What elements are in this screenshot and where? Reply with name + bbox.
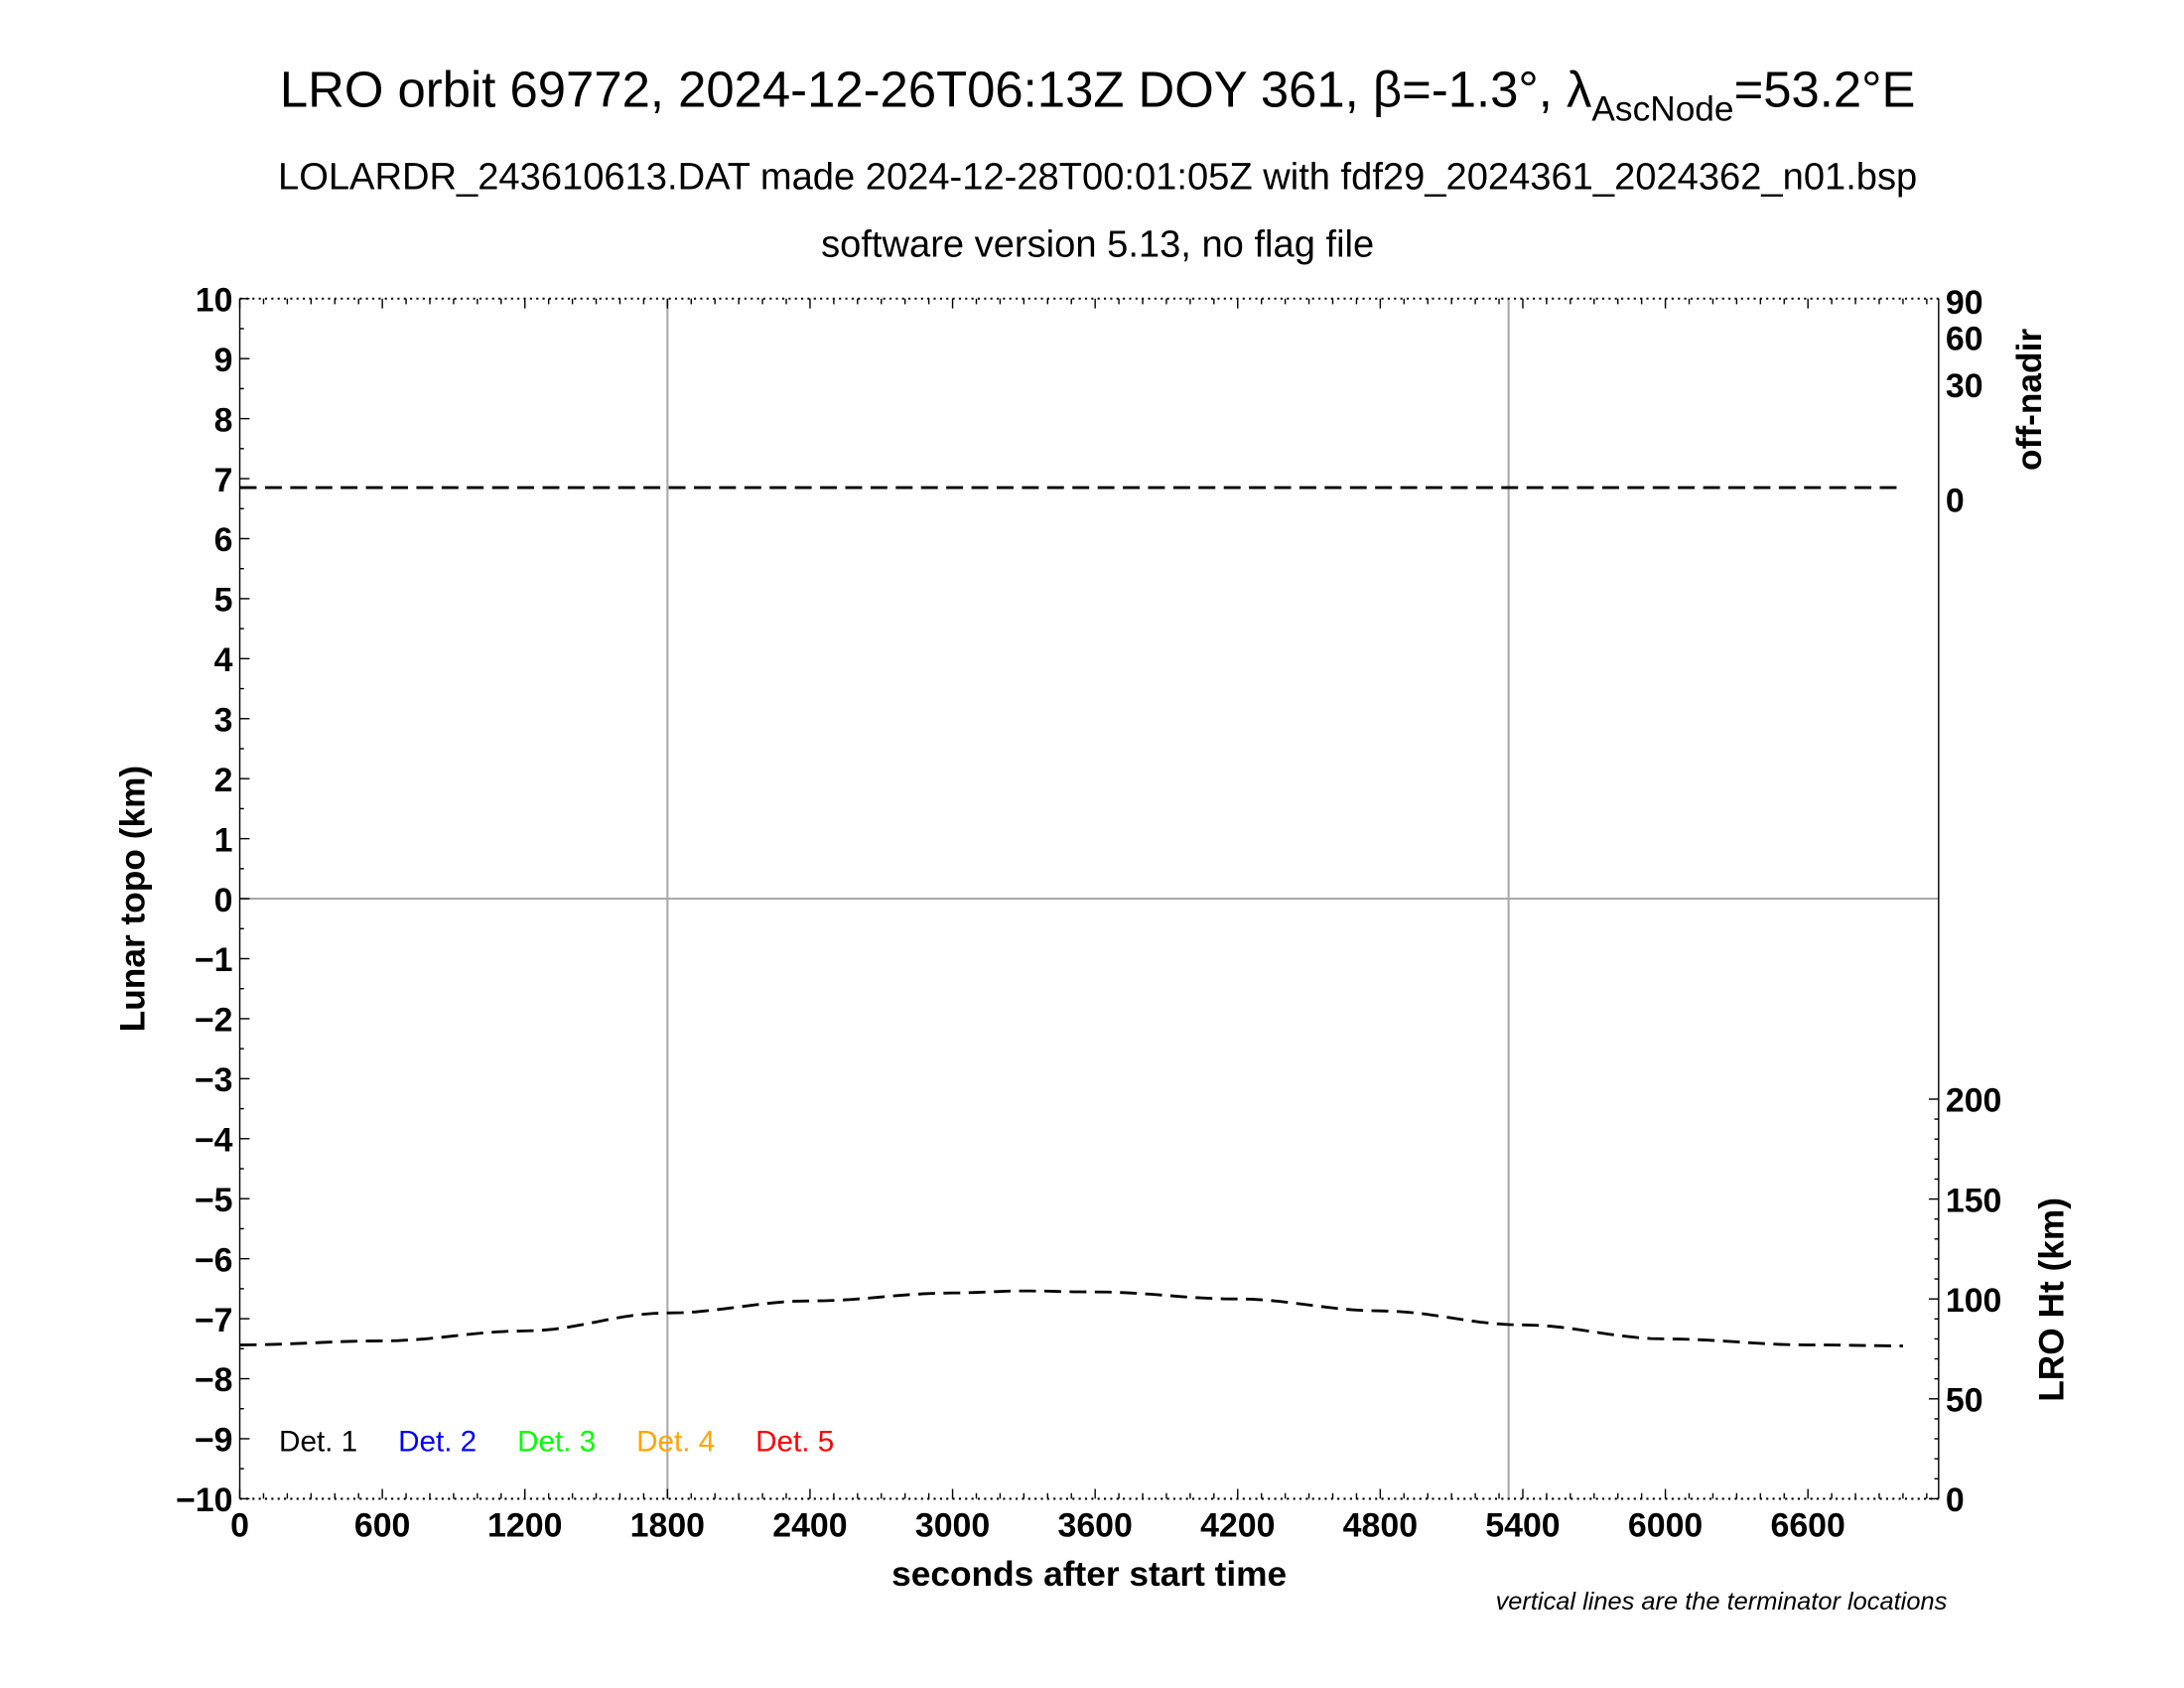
y-tick-label: 10 [196,281,233,319]
y-tick-label: 3 [214,701,233,739]
y-tick-label: 0 [214,882,233,919]
x-tick-label: 600 [354,1507,411,1545]
y-tick-label: 6 [214,521,233,559]
x-tick-label: 6600 [1771,1507,1845,1545]
offnadir-tick-label: 30 [1946,367,1983,405]
x-tick-label: 4200 [1200,1507,1275,1545]
lro-ht-tick-label: 0 [1946,1481,1965,1519]
legend-item: Det. 5 [755,1425,834,1458]
lro-ht-tick-label: 50 [1946,1381,1983,1419]
y-tick-label: −4 [195,1122,233,1160]
offnadir-tick-label: 0 [1946,482,1965,519]
terminator-note: vertical lines are the terminator locati… [1496,1588,1948,1616]
x-tick-label: 1200 [487,1507,562,1545]
x-axis-label: seconds after start time [891,1555,1287,1594]
y-tick-label: −2 [195,1002,233,1040]
y-tick-label: 8 [214,401,233,439]
y-tick-label: 1 [214,821,233,859]
y-tick-label: 4 [214,641,233,679]
right-axis-label-lro-ht: LRO Ht (km) [2032,1197,2071,1402]
x-tick-label: 0 [230,1507,249,1545]
y-tick-label: −9 [195,1422,233,1460]
y-tick-label: 2 [214,762,233,799]
y-tick-label: −8 [195,1361,233,1399]
legend-item: Det. 2 [398,1425,477,1458]
x-tick-label: 5400 [1485,1507,1560,1545]
x-tick-label: 1800 [630,1507,705,1545]
chart-subtitle-1: LOLARDR_243610613.DAT made 2024-12-28T00… [278,156,1917,199]
legend-item: Det. 4 [636,1425,715,1458]
right-axis-label-offnadir: off-nadir [2010,329,2049,471]
series-line-lro-ht [239,1289,1903,1347]
y-tick-label: −10 [176,1481,232,1519]
y-tick-label: 5 [214,582,233,620]
legend-item: Det. 3 [517,1425,596,1458]
chart-title: LRO orbit 69772, 2024-12-26T06:13Z DOY 3… [280,61,1916,128]
y-tick-label: −7 [195,1302,233,1339]
legend-item: Det. 1 [279,1425,357,1458]
lro-ht-tick-label: 100 [1946,1282,2002,1320]
y-tick-label: 7 [214,462,233,499]
x-tick-label: 6000 [1628,1507,1703,1545]
x-tick-label: 4800 [1343,1507,1418,1545]
y-tick-label: 9 [214,342,233,379]
offnadir-tick-label: 60 [1946,320,1983,357]
chart-subtitle-2: software version 5.13, no flag file [821,222,1374,265]
y-tick-label: −1 [195,941,233,979]
offnadir-tick-label: 90 [1946,284,1983,322]
lro-ht-tick-label: 200 [1946,1082,2002,1120]
y-tick-label: −5 [195,1182,233,1219]
plot-area: 0 600 1200 1800 2400 3000 3600 4200 4800 5400 6000… [176,281,2001,1544]
y-tick-label: −6 [195,1241,233,1279]
y-axis-label: Lunar topo (km) [114,766,153,1033]
lro-ht-tick-label: 150 [1946,1182,2002,1219]
x-tick-label: 3600 [1057,1507,1132,1545]
x-tick-label: 3000 [915,1507,990,1545]
y-tick-label: −3 [195,1061,233,1099]
x-tick-label: 2400 [772,1507,847,1545]
